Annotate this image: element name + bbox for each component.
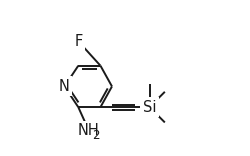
Text: NH: NH: [78, 123, 100, 138]
Text: Si: Si: [143, 100, 156, 115]
Text: N: N: [59, 79, 70, 94]
Text: 2: 2: [92, 129, 99, 142]
Text: F: F: [74, 34, 82, 49]
